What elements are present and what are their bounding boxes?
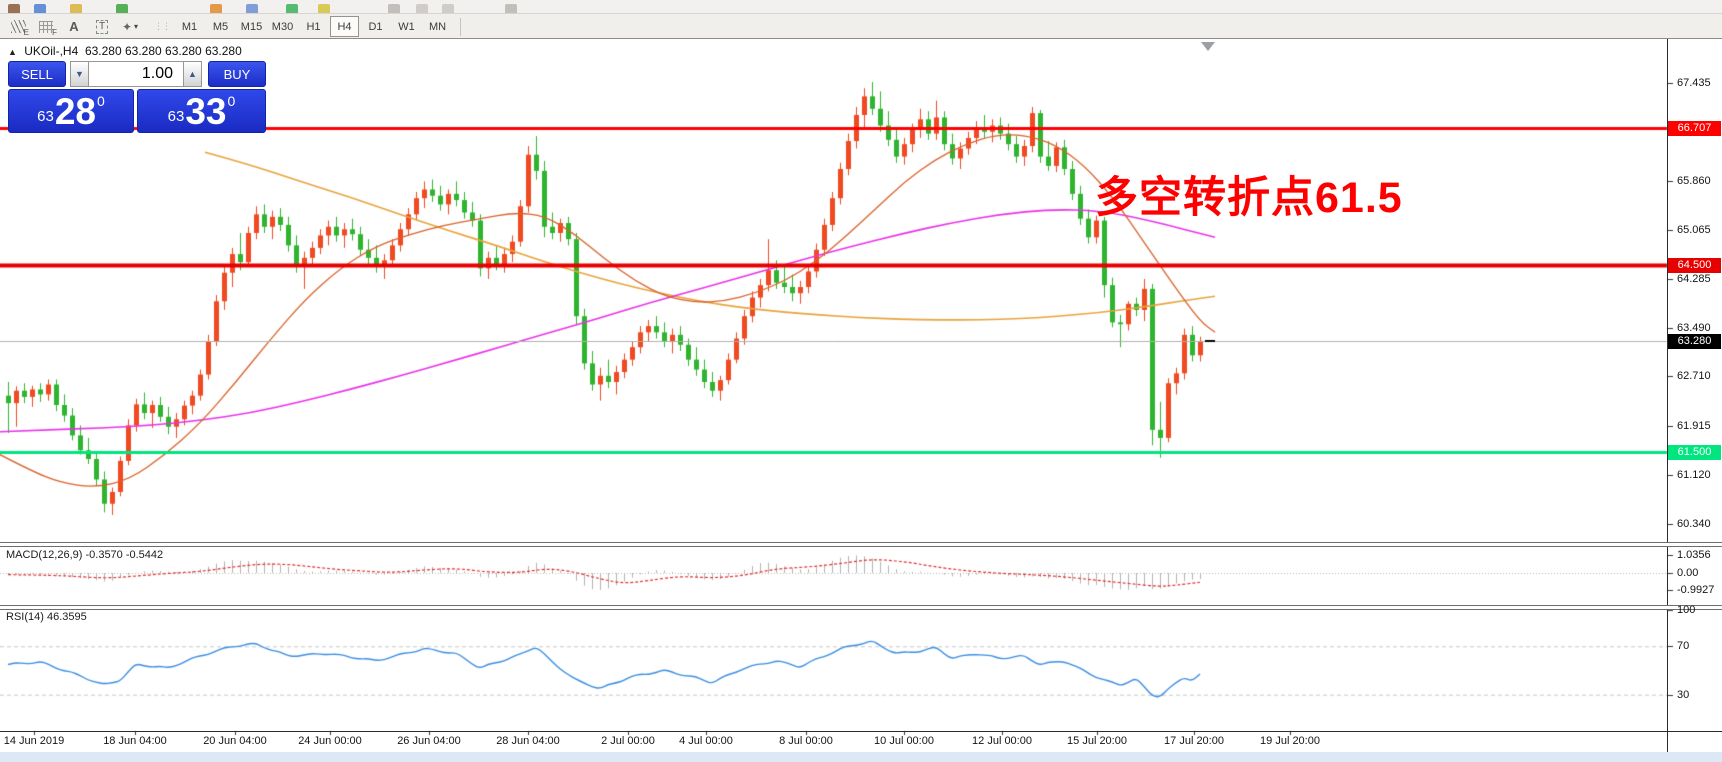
time-axis-label: 24 Jun 00:00 [298, 735, 362, 747]
axis-tick-label: 1.0356 [1677, 549, 1711, 561]
clipped-toolbar-icon[interactable] [210, 4, 222, 13]
channel-tool-icon[interactable]: E [6, 17, 30, 37]
toolbar-drag-handle[interactable]: ⋮⋮ [154, 21, 171, 31]
timeframe-button-w1[interactable]: W1 [398, 21, 415, 33]
axis-tick-label: 65.860 [1677, 175, 1711, 187]
clipped-toolbar-icon[interactable] [388, 4, 400, 13]
time-axis-label: 12 Jul 00:00 [972, 735, 1032, 747]
toolbar-top-row-clipped [0, 0, 1722, 14]
toolbar-separator [460, 17, 461, 36]
clipped-toolbar-icon[interactable] [246, 4, 258, 13]
axis-tick-label: -0.9927 [1677, 584, 1715, 596]
price-axis-border [1667, 39, 1668, 752]
time-axis-label: 18 Jun 04:00 [103, 735, 167, 747]
time-axis-label: 26 Jun 04:00 [397, 735, 461, 747]
time-axis-label: 10 Jul 00:00 [874, 735, 934, 747]
time-axis-border [0, 731, 1722, 732]
clipped-toolbar-icon[interactable] [416, 4, 428, 13]
time-axis-label: 4 Jul 00:00 [679, 735, 733, 747]
time-axis-label: 20 Jun 04:00 [203, 735, 267, 747]
time-axis-label: 28 Jun 04:00 [496, 735, 560, 747]
macd-label: MACD(12,26,9) -0.3570 -0.5442 [6, 549, 164, 561]
panel-separator-macd[interactable] [0, 542, 1722, 547]
sell-price-pips: 28 [54, 91, 97, 132]
time-axis-label: 2 Jul 00:00 [601, 735, 655, 747]
axis-tick-label: 30 [1677, 689, 1690, 701]
axis-tick-label: 64.285 [1677, 273, 1711, 285]
buy-button[interactable]: BUY [208, 61, 266, 87]
sell-price-tile[interactable]: 63 28 0 [8, 89, 134, 133]
time-axis-label: 14 Jun 2019 [3, 735, 65, 747]
timeframe-button-m1[interactable]: M1 [181, 21, 198, 33]
volume-decrease-button[interactable]: ▼ [70, 61, 89, 87]
axis-tick-label: 65.065 [1677, 224, 1711, 236]
timeframe-button-mn[interactable]: MN [428, 21, 447, 33]
price-line-label: 66.707 [1668, 121, 1721, 136]
timeframe-button-d1[interactable]: D1 [368, 21, 383, 33]
text-box-icon[interactable]: T [90, 17, 114, 37]
sell-button[interactable]: SELL [8, 61, 66, 87]
arrow-tools-icon[interactable]: ✦ ▾ [121, 19, 139, 34]
timeframe-button-h1[interactable]: H1 [306, 21, 321, 33]
toolbar-tools-row: E F A T ✦ ▾ ⋮⋮ M1 M5 M15 M30 H1 H4 D1 W1 MN [0, 14, 1722, 39]
axis-tick-label: 63.490 [1677, 322, 1711, 334]
panel-separator-rsi[interactable] [0, 605, 1722, 610]
buy-price-tile[interactable]: 63 33 0 [137, 89, 266, 133]
ohlc-quotes-label: 63.280 63.280 63.280 63.280 [84, 44, 242, 58]
clipped-toolbar-icon[interactable] [442, 4, 454, 13]
volume-input[interactable] [89, 61, 183, 87]
buy-price-fraction: 0 [227, 93, 236, 109]
time-axis-label: 15 Jul 20:00 [1067, 735, 1127, 747]
price-line-label: 61.500 [1668, 445, 1721, 460]
chart-title: ▲ UKOil-,H4 63.280 63.280 63.280 63.280 [8, 44, 242, 58]
one-click-collapse-icon[interactable]: ▲ [8, 47, 17, 57]
chart-shift-marker-icon[interactable] [1201, 42, 1215, 51]
clipped-toolbar-icon[interactable] [70, 4, 82, 13]
axis-tick-label: 62.710 [1677, 370, 1711, 382]
one-click-trading-panel: SELL ▼ ▲ BUY 63 28 0 63 33 0 [8, 61, 266, 133]
rsi-label: RSI(14) 46.3595 [6, 611, 87, 623]
time-axis-label: 8 Jul 00:00 [779, 735, 833, 747]
timeframe-button-m30[interactable]: M30 [271, 21, 294, 33]
timeframe-button-h4[interactable]: H4 [330, 16, 359, 37]
clipped-toolbar-icon[interactable] [286, 4, 298, 13]
symbol-period-label: UKOil-,H4 [24, 44, 79, 58]
price-line-label: 63.280 [1668, 334, 1721, 349]
timeframe-button-m5[interactable]: M5 [212, 21, 229, 33]
axis-tick-label: 70 [1677, 640, 1690, 652]
axis-tick-label: 100 [1677, 604, 1696, 616]
timeframe-group: M1 M5 M15 M30 H1 H4 D1 W1 MN [174, 16, 453, 37]
clipped-toolbar-icon[interactable] [8, 4, 20, 13]
axis-tick-label: 0.00 [1677, 567, 1699, 579]
clipped-toolbar-icon[interactable] [116, 4, 128, 13]
sell-price-int: 63 [37, 108, 54, 125]
time-axis-label: 17 Jul 20:00 [1164, 735, 1224, 747]
toolbar: E F A T ✦ ▾ ⋮⋮ M1 M5 M15 M30 H1 H4 D1 W1 MN [0, 0, 1722, 39]
axis-tick-label: 61.915 [1677, 420, 1711, 432]
text-label-icon[interactable]: A [69, 19, 79, 34]
volume-increase-button[interactable]: ▲ [183, 61, 202, 87]
clipped-toolbar-icon[interactable] [505, 4, 517, 13]
buy-price-int: 63 [167, 108, 185, 125]
time-axis-label: 19 Jul 20:00 [1260, 735, 1320, 747]
clipped-toolbar-icon[interactable] [318, 4, 330, 13]
fibo-grid-icon[interactable]: F [34, 17, 58, 37]
sell-price-fraction: 0 [97, 93, 105, 109]
axis-tick-label: 67.435 [1677, 77, 1711, 89]
price-line-label: 64.500 [1668, 258, 1721, 273]
axis-tick-label: 60.340 [1677, 518, 1711, 530]
timeframe-button-m15[interactable]: M15 [240, 21, 263, 33]
chart-annotation-text: 多空转折点61.5 [1095, 174, 1403, 222]
axis-tick-label: 61.120 [1677, 469, 1711, 481]
buy-price-pips: 33 [185, 91, 227, 132]
clipped-toolbar-icon[interactable] [34, 4, 46, 13]
